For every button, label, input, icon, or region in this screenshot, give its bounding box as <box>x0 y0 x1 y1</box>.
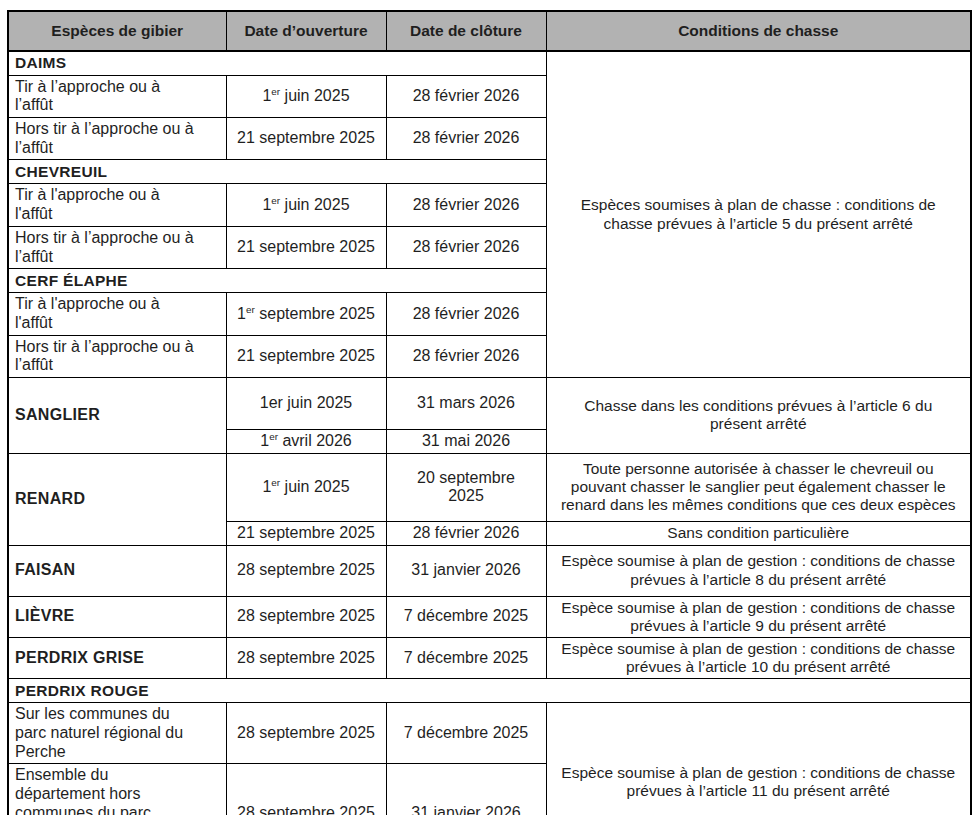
condition-faisan: Espèce soumise à plan de gestion : condi… <box>546 545 971 596</box>
daims-tir-closing-date: 28 février 2026 <box>386 75 546 117</box>
species-name-renard: RENARD <box>8 453 226 545</box>
cerf-tir-opening-date: 1er septembre 2025 <box>226 293 386 335</box>
daims-tir-opening-date: 1er juin 2025 <box>226 75 386 117</box>
col-header-conditions: Conditions de chasse <box>546 11 971 51</box>
cerf-hors-tir-closing-date: 28 février 2026 <box>386 335 546 377</box>
condition-perdrix-grise: Espèce soumise à plan de gestion : condi… <box>546 637 971 678</box>
chevreuil-hors-tir-label: Hors tir à l’approche ou à l’affût <box>8 226 226 268</box>
section-title-perdrix-rouge: PERDRIX ROUGE <box>8 679 971 703</box>
perdrix-grise-opening-date: 28 septembre 2025 <box>226 637 386 678</box>
table-row: FAISAN 28 septembre 2025 31 janvier 2026… <box>8 545 971 596</box>
perdrix-rouge-hors-parc-opening-date: 28 septembre 2025 <box>226 764 386 815</box>
section-title-cerf-elaphe: CERF ÉLAPHE <box>8 269 546 293</box>
condition-renard-1: Toute personne autorisée à chasser le ch… <box>546 453 971 521</box>
species-name-sanglier: SANGLIER <box>8 378 226 454</box>
table-row: RENARD 1er juin 2025 20 septembre 2025 T… <box>8 453 971 521</box>
renard-opening-date-2: 21 septembre 2025 <box>226 521 386 545</box>
condition-sanglier: Chasse dans les conditions prévues à l’a… <box>546 378 971 454</box>
perdrix-rouge-parc-closing-date: 7 décembre 2025 <box>386 703 546 764</box>
perdrix-rouge-parc-opening-date: 28 septembre 2025 <box>226 703 386 764</box>
chevreuil-tir-closing-date: 28 février 2026 <box>386 184 546 226</box>
cerf-tir-label: Tir à l'approche ou à l'affût <box>8 293 226 335</box>
daims-hors-tir-label: Hors tir à l’approche ou à l’affût <box>8 117 226 159</box>
table-row: PERDRIX ROUGE <box>8 679 971 703</box>
species-name-faisan: FAISAN <box>8 545 226 596</box>
faisan-closing-date: 31 janvier 2026 <box>386 545 546 596</box>
table-row: SANGLIER 1er juin 2025 31 mars 2026 Chas… <box>8 378 971 430</box>
section-title-daims: DAIMS <box>8 51 546 75</box>
perdrix-rouge-hors-parc-closing-date: 31 janvier 2026 <box>386 764 546 815</box>
cerf-tir-closing-date: 28 février 2026 <box>386 293 546 335</box>
species-name-lievre: LIÈVRE <box>8 596 226 637</box>
sanglier-closing-date-2: 31 mai 2026 <box>386 430 546 454</box>
table-row: LIÈVRE 28 septembre 2025 7 décembre 2025… <box>8 596 971 637</box>
section-title-chevreuil: CHEVREUIL <box>8 160 546 184</box>
table-row: PERDRIX GRISE 28 septembre 2025 7 décemb… <box>8 637 971 678</box>
cerf-hors-tir-opening-date: 21 septembre 2025 <box>226 335 386 377</box>
perdrix-rouge-hors-parc-label: Ensemble du département hors communes du… <box>8 764 226 815</box>
perdrix-rouge-parc-label: Sur les communes du parc naturel régiona… <box>8 703 226 764</box>
cerf-hors-tir-label: Hors tir à l’approche ou à l’affût <box>8 335 226 377</box>
daims-hors-tir-closing-date: 28 février 2026 <box>386 117 546 159</box>
species-name-perdrix-grise: PERDRIX GRISE <box>8 637 226 678</box>
chevreuil-hors-tir-opening-date: 21 septembre 2025 <box>226 226 386 268</box>
condition-lievre: Espèce soumise à plan de gestion : condi… <box>546 596 971 637</box>
renard-closing-date-1: 20 septembre 2025 <box>386 453 546 521</box>
renard-closing-date-2: 28 février 2026 <box>386 521 546 545</box>
sanglier-opening-date-2: 1er avril 2026 <box>226 430 386 454</box>
perdrix-grise-closing-date: 7 décembre 2025 <box>386 637 546 678</box>
condition-plan-de-chasse: Espèces soumises à plan de chasse : cond… <box>546 51 971 378</box>
sanglier-closing-date-1: 31 mars 2026 <box>386 378 546 430</box>
chevreuil-tir-label: Tir à l'approche ou à l'affût <box>8 184 226 226</box>
daims-tir-label: Tir à l’approche ou à l’affût <box>8 75 226 117</box>
col-header-species: Espèces de gibier <box>8 11 226 51</box>
condition-renard-2: Sans condition particulière <box>546 521 971 545</box>
document-page: Espèces de gibier Date d’ouverture Date … <box>0 0 979 815</box>
chevreuil-hors-tir-closing-date: 28 février 2026 <box>386 226 546 268</box>
sanglier-opening-date-1: 1er juin 2025 <box>226 378 386 430</box>
daims-hors-tir-opening-date: 21 septembre 2025 <box>226 117 386 159</box>
table-header-row: Espèces de gibier Date d’ouverture Date … <box>8 11 971 51</box>
renard-opening-date-1: 1er juin 2025 <box>226 453 386 521</box>
table-row: DAIMS Espèces soumises à plan de chasse … <box>8 51 971 75</box>
lievre-closing-date: 7 décembre 2025 <box>386 596 546 637</box>
col-header-closing-date: Date de clôture <box>386 11 546 51</box>
faisan-opening-date: 28 septembre 2025 <box>226 545 386 596</box>
condition-perdrix-rouge: Espèce soumise à plan de gestion : condi… <box>546 703 971 815</box>
col-header-opening-date: Date d’ouverture <box>226 11 386 51</box>
hunting-season-table: Espèces de gibier Date d’ouverture Date … <box>7 10 972 815</box>
chevreuil-tir-opening-date: 1er juin 2025 <box>226 184 386 226</box>
table-row: Sur les communes du parc naturel régiona… <box>8 703 971 764</box>
lievre-opening-date: 28 septembre 2025 <box>226 596 386 637</box>
